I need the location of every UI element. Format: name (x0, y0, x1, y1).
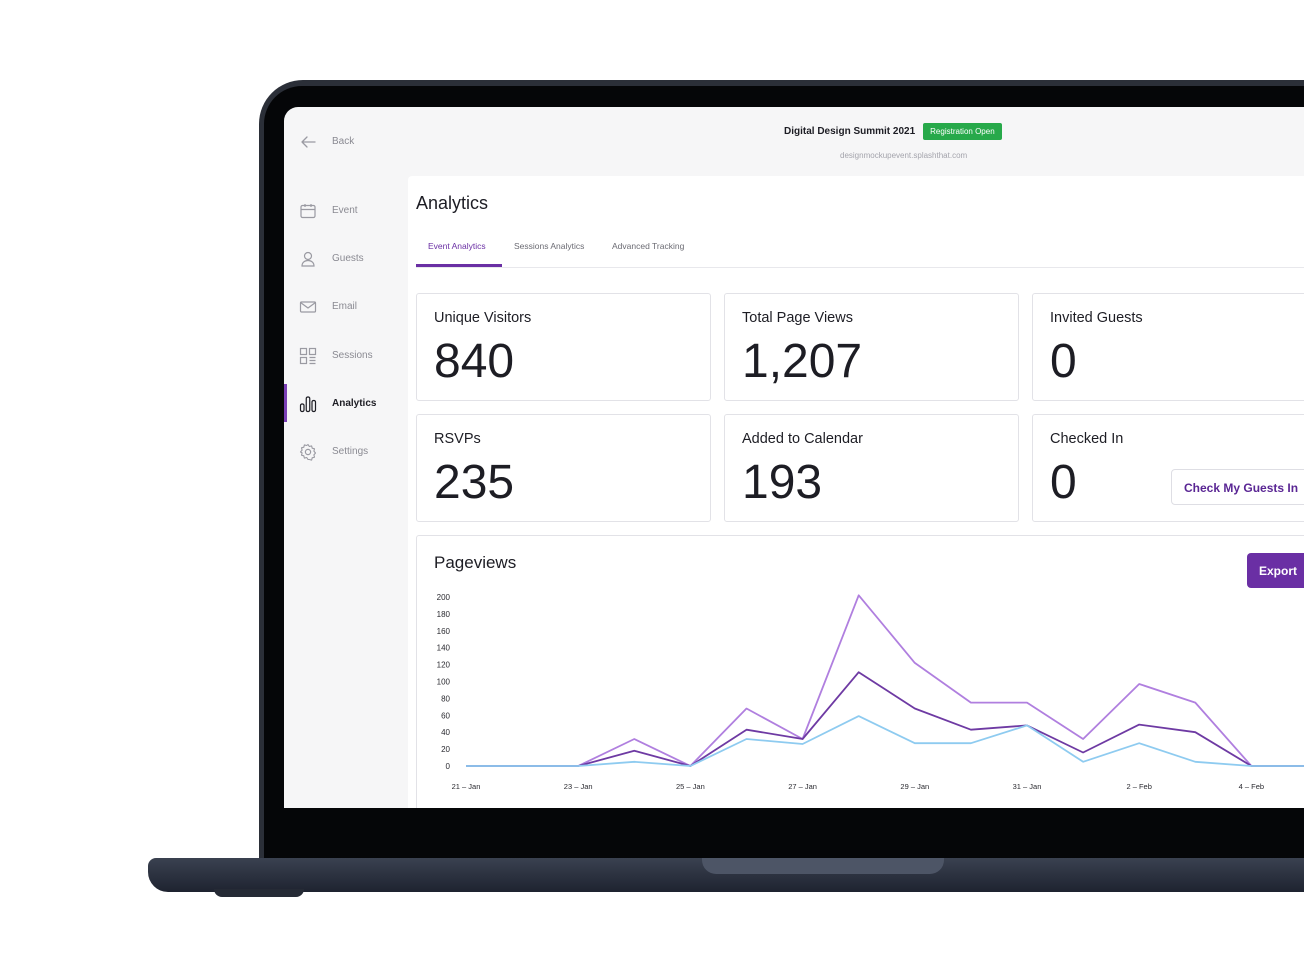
y-tick-label: 60 (441, 711, 450, 720)
stat-label: Invited Guests (1050, 310, 1143, 326)
tab-divider (416, 267, 1304, 268)
stat-card-invited-guests: Invited Guests 0 (1032, 293, 1304, 401)
stat-value: 235 (434, 456, 515, 509)
x-tick-label: 31 – Jan (1013, 782, 1042, 791)
x-tick-label: 25 – Jan (676, 782, 705, 791)
arrow-left-icon (301, 136, 316, 148)
sidebar-item-guests[interactable]: Guests (284, 238, 404, 278)
app-screen: Back Event Guests Email Sessions Analyti… (284, 107, 1304, 808)
stat-label: Total Page Views (742, 310, 853, 326)
y-tick-label: 40 (441, 728, 450, 737)
sidebar-item-label: Guests (332, 252, 364, 264)
sidebar-item-label: Settings (332, 445, 369, 457)
stat-card-checked-in: Checked In 0 Check My Guests In (1032, 414, 1304, 522)
stat-value: 1,207 (742, 335, 863, 388)
bar-chart-icon (299, 396, 317, 413)
y-tick-label: 0 (446, 762, 451, 771)
sidebar-item-label: Event (332, 204, 358, 216)
active-nav-indicator (284, 384, 287, 422)
back-button[interactable]: Back (284, 121, 404, 161)
y-tick-label: 120 (437, 661, 451, 670)
stat-card-added-to-calendar: Added to Calendar 193 (724, 414, 1019, 522)
sessions-grid-icon (299, 347, 317, 365)
laptop-foot (214, 889, 304, 897)
stat-card-unique-visitors: Unique Visitors 840 (416, 293, 711, 401)
stat-value: 193 (742, 456, 823, 509)
calendar-icon (300, 204, 316, 219)
laptop-base-notch (702, 858, 944, 874)
pageviews-line-chart: 0 20 40 60 80 100 120 140 160 180 200 21 – Jan 23 – … (437, 593, 1304, 791)
tab-advanced-tracking[interactable]: Advanced Tracking (612, 241, 685, 251)
mail-icon (299, 301, 317, 313)
sidebar-item-email[interactable]: Email (284, 286, 404, 326)
y-tick-label: 80 (441, 694, 450, 703)
event-header: Digital Design Summit 2021 Registration … (784, 123, 1002, 140)
y-tick-label: 180 (437, 610, 451, 619)
x-tick-label: 23 – Jan (564, 782, 593, 791)
stat-value: 0 (1050, 456, 1077, 509)
x-tick-label: 2 – Feb (1126, 782, 1151, 791)
stat-label: Checked In (1050, 431, 1124, 447)
x-tick-label: 27 – Jan (788, 782, 817, 791)
x-tick-label: 21 – Jan (452, 782, 481, 791)
back-label: Back (332, 135, 355, 147)
y-tick-label: 160 (437, 627, 451, 636)
sidebar-item-label: Analytics (332, 397, 377, 409)
export-button[interactable]: Export (1247, 553, 1304, 588)
series-line-1 (466, 594, 1304, 767)
tab-event-analytics[interactable]: Event Analytics (428, 241, 486, 251)
x-tick-label: 4 – Feb (1239, 782, 1264, 791)
tab-sessions-analytics[interactable]: Sessions Analytics (514, 241, 585, 251)
active-tab-underline (416, 264, 502, 267)
sidebar-item-event[interactable]: Event (284, 190, 404, 230)
stat-label: RSVPs (434, 431, 481, 447)
series-line-2 (466, 671, 1304, 767)
y-tick-label: 140 (437, 644, 451, 653)
y-tick-label: 100 (437, 678, 451, 687)
event-url[interactable]: designmockupevent.splashthat.com (840, 151, 968, 160)
analytics-panel: Analytics Event Analytics Sessions Analy… (408, 176, 1304, 808)
sidebar-item-analytics[interactable]: Analytics (284, 383, 404, 423)
sidebar-item-label: Email (332, 300, 358, 312)
sidebar-item-sessions[interactable]: Sessions (284, 335, 404, 375)
x-tick-label: 29 – Jan (900, 782, 929, 791)
series-line-3 (466, 715, 1304, 767)
stat-value: 840 (434, 335, 515, 388)
y-tick-label: 20 (441, 745, 450, 754)
status-badge: Registration Open (923, 123, 1002, 140)
stat-label: Added to Calendar (742, 431, 863, 447)
page-title: Analytics (416, 193, 489, 213)
sidebar-item-settings[interactable]: Settings (284, 431, 404, 471)
check-guests-in-button[interactable]: Check My Guests In (1171, 469, 1304, 505)
chart-title: Pageviews (434, 553, 517, 572)
gear-icon (299, 443, 317, 461)
y-tick-label: 200 (437, 593, 451, 602)
user-icon (301, 251, 315, 267)
event-title: Digital Design Summit 2021 (784, 126, 916, 137)
stat-label: Unique Visitors (434, 310, 532, 326)
stat-card-total-page-views: Total Page Views 1,207 (724, 293, 1019, 401)
stat-card-rsvps: RSVPs 235 (416, 414, 711, 522)
pageviews-chart-card: Pageviews Export 0 20 40 60 80 100 120 140 160 18… (416, 535, 1304, 808)
sidebar-item-label: Sessions (332, 349, 373, 361)
stat-value: 0 (1050, 335, 1077, 388)
